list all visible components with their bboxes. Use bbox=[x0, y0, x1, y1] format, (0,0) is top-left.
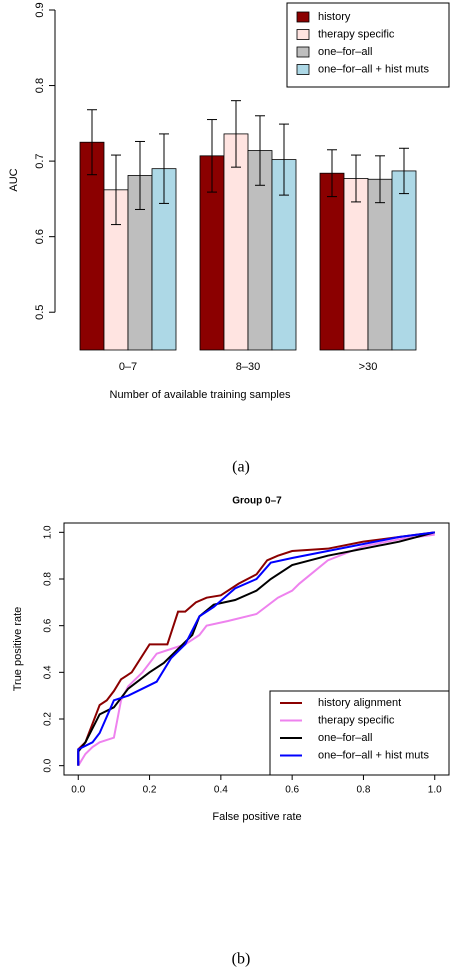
y-tick-label: 0.4 bbox=[43, 665, 54, 679]
y-tick-label: 1.0 bbox=[43, 525, 54, 539]
y-tick-label: 0.6 bbox=[43, 618, 54, 632]
y-axis-label: True positive rate bbox=[12, 607, 24, 692]
legend-label: history bbox=[318, 11, 351, 23]
legend-swatch bbox=[296, 29, 310, 40]
x-tick-label: 0.6 bbox=[285, 785, 299, 796]
roc-line bbox=[77, 533, 435, 767]
y-tick-label: 0.8 bbox=[34, 78, 46, 93]
x-tick-label: 8–30 bbox=[236, 361, 260, 373]
plot-box bbox=[63, 522, 450, 776]
legend-box bbox=[286, 2, 450, 88]
legend-label: one–for–all bbox=[318, 46, 372, 58]
legend-label: one–for–all + hist muts bbox=[318, 63, 429, 75]
x-tick-label: 1.0 bbox=[428, 785, 442, 796]
y-tick-label: 0.7 bbox=[34, 153, 46, 168]
legend-swatch bbox=[296, 46, 310, 58]
x-tick-label: 0.0 bbox=[71, 785, 85, 796]
bar bbox=[319, 172, 345, 351]
x-tick-label: 0.4 bbox=[214, 785, 228, 796]
roc-line bbox=[77, 531, 435, 766]
legend-label: therapy specific bbox=[318, 28, 395, 40]
x-axis-label: Number of available training samples bbox=[110, 389, 291, 401]
legend-box bbox=[269, 690, 450, 776]
chart-title: Group 0–7 bbox=[232, 496, 282, 507]
x-tick-label: 0.2 bbox=[143, 785, 157, 796]
y-tick-label: 0.9 bbox=[34, 2, 46, 17]
y-tick-label: 0.2 bbox=[43, 712, 54, 726]
y-tick-label: 0.5 bbox=[34, 305, 46, 320]
legend-swatch bbox=[296, 64, 310, 75]
caption: (b) bbox=[232, 951, 251, 968]
roc-line bbox=[77, 531, 435, 766]
legend-label: history alignment bbox=[318, 697, 401, 709]
legend-label: one–for–all + hist muts bbox=[318, 749, 429, 761]
caption: (a) bbox=[232, 459, 250, 476]
bar bbox=[223, 133, 249, 351]
x-tick-label: 0.8 bbox=[356, 785, 370, 796]
x-tick-label: 0–7 bbox=[119, 361, 137, 373]
legend-swatch bbox=[296, 11, 310, 23]
y-tick-label: 0.0 bbox=[43, 758, 54, 772]
bar bbox=[391, 170, 417, 351]
legend-label: one–for–all bbox=[318, 732, 372, 744]
roc-line bbox=[77, 531, 435, 766]
y-axis-label: AUC bbox=[8, 168, 20, 191]
legend-label: therapy specific bbox=[318, 714, 395, 726]
bar bbox=[343, 178, 369, 351]
bar bbox=[367, 178, 393, 351]
y-tick-label: 0.6 bbox=[34, 229, 46, 244]
bar bbox=[79, 141, 105, 351]
y-tick-label: 0.8 bbox=[43, 572, 54, 586]
x-axis-label: False positive rate bbox=[212, 811, 301, 823]
x-tick-label: >30 bbox=[359, 361, 378, 373]
